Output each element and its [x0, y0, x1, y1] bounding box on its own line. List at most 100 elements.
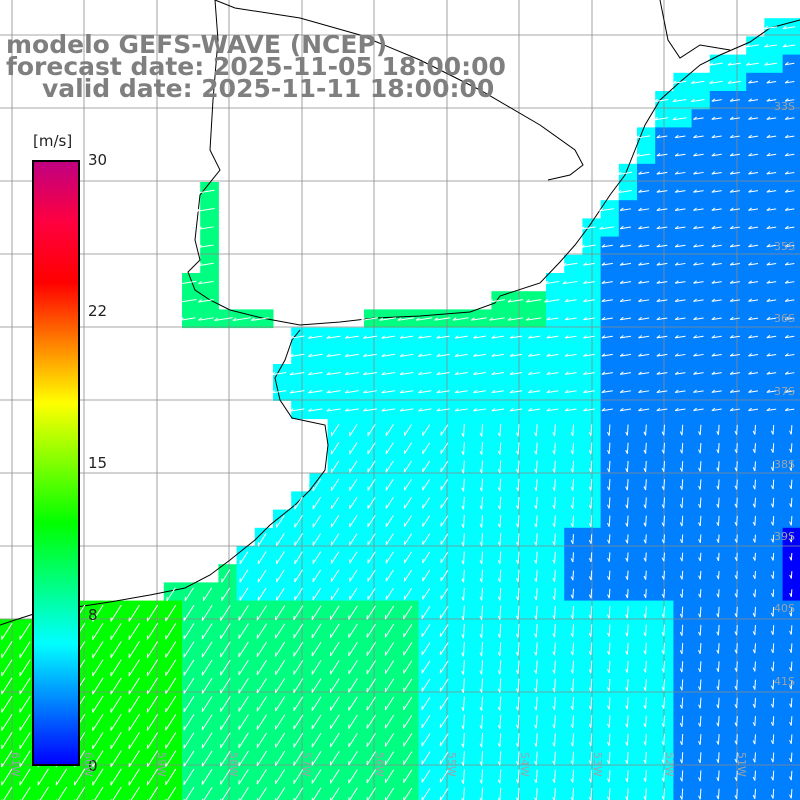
wind-arrow [275, 696, 286, 712]
wind-arrow [608, 642, 611, 655]
wind-arrow-head [656, 389, 661, 393]
wind-arrow-head [711, 98, 716, 102]
wind-arrow-head [607, 468, 610, 473]
wind-arrow [626, 479, 629, 491]
wind-arrow-head [588, 651, 592, 656]
wind-arrow-head [656, 153, 661, 157]
wind-arrow [184, 587, 194, 602]
wind-arrow [201, 659, 213, 676]
wind-arrow [572, 751, 575, 765]
wind-arrow [546, 317, 559, 321]
wind-arrow [645, 497, 647, 509]
wind-arrow-head [784, 298, 789, 302]
wind-arrow [385, 533, 394, 546]
wind-arrow-head [570, 778, 574, 783]
wind-arrow [330, 732, 340, 748]
wind-arrow-head [643, 539, 647, 544]
wind-arrow [39, 786, 49, 800]
wind-arrow-head [344, 353, 349, 357]
wind-arrow [19, 622, 31, 640]
wind-arrow [384, 751, 395, 765]
wind-arrow-head [546, 407, 551, 412]
wind-arrow-head [638, 353, 642, 357]
wind-arrow [221, 587, 231, 601]
wind-arrow [517, 751, 520, 765]
wind-arrow [330, 496, 340, 510]
wind-arrow [748, 99, 759, 102]
wind-arrow [736, 770, 738, 781]
wind-speed-field [0, 18, 800, 800]
wind-arrow [608, 460, 611, 473]
wind-arrow [681, 442, 684, 454]
wind-arrow [183, 714, 195, 731]
wind-arrow-head [379, 317, 384, 321]
wind-arrow [693, 335, 704, 339]
wind-arrow [220, 605, 231, 621]
wind-arrow [544, 299, 560, 303]
wind-arrow-head [661, 557, 665, 562]
wind-arrow [19, 713, 31, 731]
wind-arrow [626, 534, 629, 544]
wind-arrow [110, 768, 122, 786]
wind-arrow [572, 424, 575, 436]
wind-arrow-head [734, 685, 738, 690]
wind-arrow [367, 569, 376, 582]
wind-arrow [626, 424, 629, 436]
wind-arrow [601, 335, 613, 339]
wind-arrow [330, 515, 340, 528]
wind-arrow-head [729, 316, 734, 320]
wind-arrow-head [711, 189, 716, 193]
wind-arrow-head [748, 80, 752, 84]
wind-arrow [294, 587, 303, 601]
wind-arrow-head [534, 450, 537, 455]
wind-arrow [608, 497, 611, 509]
wind-arrow [638, 171, 650, 175]
wind-arrow-head [625, 741, 628, 746]
wind-arrow [19, 695, 31, 713]
wind-arrow [330, 442, 340, 455]
wind-arrow-head [748, 207, 752, 211]
wind-arrow [481, 605, 484, 620]
wind-arrow [367, 787, 376, 800]
wind-arrow [636, 153, 651, 157]
wind-arrow [572, 769, 575, 783]
wind-arrow [146, 659, 159, 677]
wind-arrow-head [452, 317, 457, 321]
wind-arrow [348, 623, 358, 638]
wind-arrow-head [250, 317, 255, 321]
wind-arrow [256, 769, 268, 785]
wind-arrow-head [711, 298, 716, 302]
wind-arrow [203, 787, 213, 800]
wind-arrow [528, 335, 541, 339]
wind-arrow [481, 714, 484, 729]
wind-arrow-head [656, 316, 661, 321]
wind-arrow-head [734, 667, 738, 672]
wind-arrow-head [607, 723, 610, 728]
wind-arrow-head [679, 504, 683, 509]
wind-arrow [790, 443, 793, 453]
wind-arrow-head [770, 521, 774, 526]
wind-arrow [583, 299, 595, 303]
wind-arrow [311, 769, 322, 784]
wind-arrow-head [516, 487, 519, 492]
wind-arrow [785, 153, 795, 157]
wind-arrow [517, 460, 520, 473]
wind-arrow [656, 299, 668, 302]
wind-arrow [675, 226, 686, 230]
wind-arrow [699, 497, 702, 508]
wind-arrow [110, 695, 122, 713]
wind-arrow [499, 696, 502, 711]
wind-arrow-head [544, 280, 549, 285]
wind-arrow [727, 80, 741, 84]
wind-arrow-head [734, 758, 738, 763]
wind-arrow-head [418, 335, 422, 339]
wind-arrow [37, 768, 49, 786]
wind-arrow [736, 661, 738, 672]
wind-arrow [675, 244, 686, 248]
wind-arrow-head [461, 487, 464, 492]
wind-arrow-head [748, 389, 752, 393]
wind-arrow-head [516, 468, 519, 473]
wind-arrow-head [734, 740, 738, 745]
lon-label: 58W [227, 752, 240, 777]
wind-arrow [709, 62, 723, 66]
